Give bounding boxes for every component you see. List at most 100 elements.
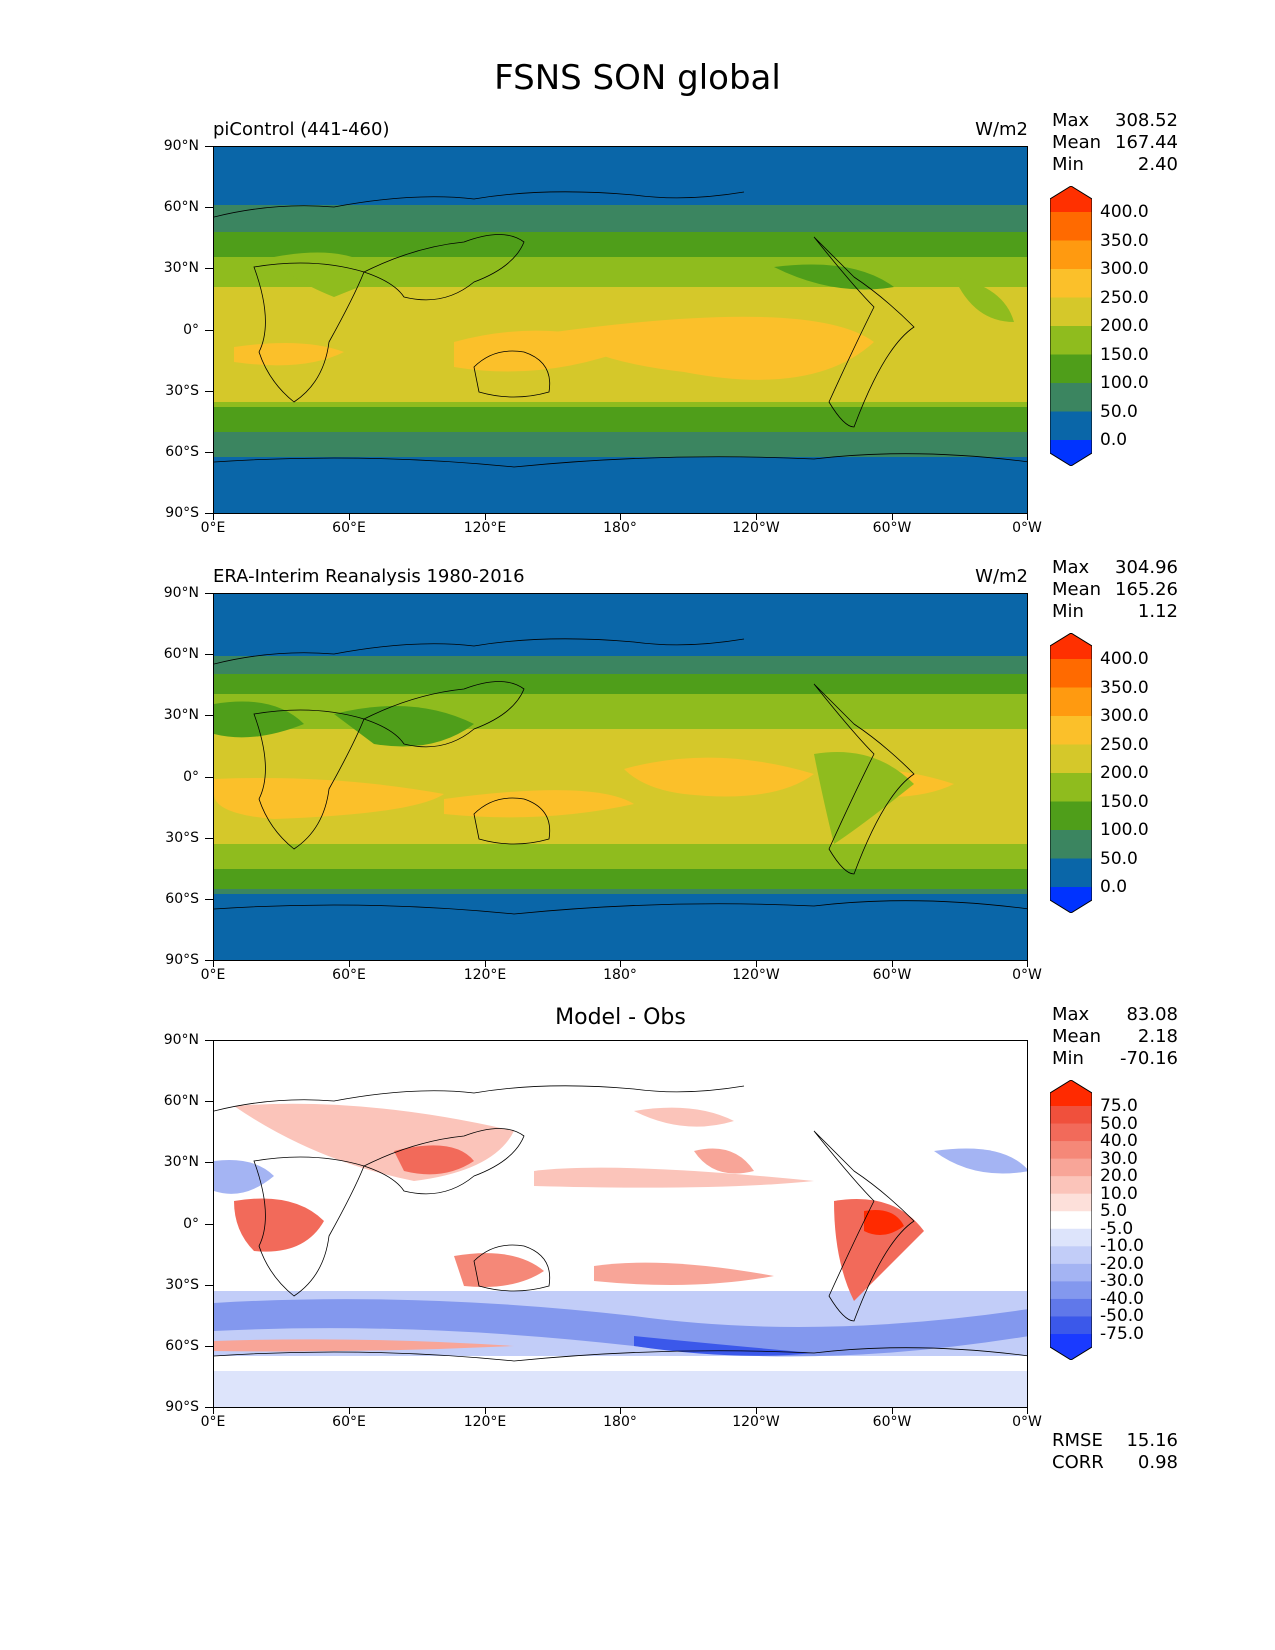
lat-label: 60°N (163, 1093, 199, 1109)
colorbar-tick-label: 20.0 (1100, 1166, 1138, 1187)
colorbar-swatch (1050, 269, 1092, 298)
lon-label: 0°E (200, 520, 226, 536)
panel-test: piControl (441-460) W/m2 90°N (0, 110, 1275, 616)
colorbar-swatch (1050, 1281, 1092, 1300)
colorbar-tick-label: 50.0 (1100, 848, 1138, 869)
lat-label: 60°S (165, 444, 199, 460)
lat-label: 30°N (163, 707, 199, 723)
stat-label: Min (1052, 1048, 1084, 1069)
colorbar-swatch (1050, 716, 1092, 745)
lon-label: 120°E (463, 520, 507, 536)
colorbar-swatch (1050, 297, 1092, 327)
lat-label: 60°N (163, 199, 199, 215)
colorbar-swatch (1050, 1246, 1092, 1265)
lon-label: 0°W (1012, 520, 1042, 536)
lat-label: 90°N (163, 138, 199, 154)
lat-label: 30°S (165, 830, 199, 846)
panel-title: piControl (441-460) (213, 119, 390, 140)
error-stats: RMSE 15.16 CORR 0.98 (1052, 1430, 1178, 1474)
colorbar-tick-label: 10.0 (1100, 1183, 1138, 1204)
colorbar-tick-label: -5.0 (1100, 1218, 1134, 1239)
lat-label: 90°N (163, 585, 199, 601)
colorbar-swatch (1050, 801, 1092, 831)
colorbar-swatch (1050, 186, 1092, 212)
colorbar-swatch (1050, 1316, 1092, 1335)
colorbar-tick-label: 50.0 (1100, 1113, 1138, 1134)
stats-box: Max 308.52 Mean 167.44 Min 2.40 (1052, 110, 1178, 176)
colorbar-tick-label: 250.0 (1100, 734, 1149, 755)
rmse-label: RMSE (1052, 1430, 1103, 1451)
colorbar-tick-label: 300.0 (1100, 259, 1149, 279)
panel-difference: Model - Obs (0, 1004, 1275, 1510)
stats-box: Max 304.96 Mean 165.26 Min 1.12 (1052, 557, 1178, 623)
lon-label: 120°W (732, 1414, 780, 1430)
map-plot (213, 593, 1028, 961)
colorbar-tick-label: -10.0 (1100, 1236, 1144, 1257)
colorbar-tick-label: 40.0 (1100, 1131, 1138, 1152)
corr-value: 0.98 (1137, 1452, 1178, 1473)
colorbar-swatch (1050, 440, 1092, 466)
colorbar-tick-label: 200.0 (1100, 316, 1149, 336)
lon-label: 60°E (332, 520, 366, 536)
map-plot (213, 146, 1028, 514)
colorbar-swatch (1050, 659, 1092, 688)
lon-label: 60°W (872, 520, 912, 536)
lon-label: 180° (603, 520, 637, 536)
colorbar-tick-label: -40.0 (1100, 1288, 1144, 1309)
lat-label: 30°S (165, 1277, 199, 1293)
lon-label: 0°W (1012, 1414, 1042, 1430)
colorbar-swatch (1050, 383, 1092, 412)
panel-title: ERA-Interim Reanalysis 1980-2016 (213, 566, 525, 587)
difference-map (214, 1041, 1027, 1407)
stat-label: Max (1052, 1004, 1090, 1025)
colorbar-swatch (1050, 1123, 1092, 1142)
panel-units: W/m2 (975, 119, 1028, 140)
colorbar-swatch (1050, 687, 1092, 717)
colorbar-tick-label: 350.0 (1100, 677, 1149, 698)
stat-label: Mean (1052, 579, 1102, 600)
lon-label: 60°W (872, 1414, 912, 1430)
colorbar-tick-label: 5.0 (1100, 1201, 1128, 1222)
colorbar-tick-label: 75.0 (1100, 1096, 1138, 1116)
lon-label: 0°E (200, 967, 226, 983)
colorbar-tick-label: 300.0 (1100, 706, 1149, 726)
colorbar (1049, 632, 1093, 917)
stat-max: 83.08 (1126, 1004, 1178, 1025)
lat-label: 90°S (165, 1399, 199, 1415)
lat-label: 60°S (165, 1338, 199, 1354)
colorbar-tick-label: 0.0 (1100, 430, 1128, 450)
colorbar-swatch (1050, 1176, 1092, 1195)
lat-label: 30°N (163, 260, 199, 276)
colorbar-swatch (1050, 1263, 1092, 1282)
colorbar-tick-label: 400.0 (1100, 202, 1149, 222)
colorbar-tick-label: -20.0 (1100, 1253, 1144, 1274)
colorbar-swatch (1050, 830, 1092, 859)
colorbar (1049, 185, 1093, 470)
lat-label: 30°S (165, 383, 199, 399)
colorbar-tick-label: 50.0 (1100, 401, 1138, 422)
lon-label: 120°W (732, 967, 780, 983)
colorbar-svg (1049, 1079, 1093, 1361)
lat-label: 0° (183, 1216, 199, 1232)
colorbar-swatch (1050, 1211, 1092, 1230)
colorbar-tick-label: -50.0 (1100, 1306, 1144, 1327)
lon-label: 120°E (463, 967, 507, 983)
colorbar-swatch (1050, 1158, 1092, 1177)
colorbar-svg (1049, 185, 1093, 467)
panel-units: W/m2 (975, 566, 1028, 587)
lon-label: 0°E (200, 1414, 226, 1430)
stat-label: Min (1052, 601, 1084, 622)
colorbar-swatch (1050, 887, 1092, 913)
stat-max: 304.96 (1115, 557, 1178, 578)
stat-min: 1.12 (1137, 601, 1178, 622)
stat-min: -70.16 (1119, 1048, 1178, 1069)
colorbar-svg (1049, 632, 1093, 914)
colorbar-swatch (1050, 773, 1092, 802)
rmse-value: 15.16 (1126, 1430, 1178, 1451)
colorbar-tick-label: 100.0 (1100, 820, 1149, 840)
lon-label: 180° (603, 1414, 637, 1430)
lat-label: 90°N (163, 1032, 199, 1048)
stat-min: 2.40 (1137, 154, 1178, 175)
lat-label: 60°S (165, 891, 199, 907)
stat-label: Mean (1052, 132, 1102, 153)
